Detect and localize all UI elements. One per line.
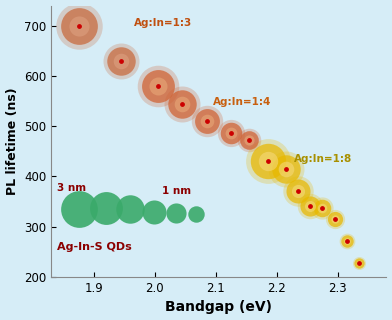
X-axis label: Bandgap (eV): Bandgap (eV) (165, 300, 272, 315)
Point (127, 207, 134, 212)
Text: Ag-In-S QDs: Ag-In-S QDs (57, 242, 132, 252)
Point (356, 260, 362, 266)
Point (103, 205, 109, 210)
Point (155, 84, 161, 89)
Point (332, 217, 338, 222)
Point (356, 260, 362, 266)
Point (319, 205, 326, 210)
Point (193, 211, 200, 216)
Text: 3 nm: 3 nm (57, 182, 87, 193)
Point (283, 166, 289, 172)
Point (332, 217, 338, 222)
Point (246, 138, 252, 143)
Point (295, 188, 301, 193)
Point (319, 205, 326, 210)
Point (265, 159, 271, 164)
Point (179, 101, 185, 106)
Point (307, 203, 313, 208)
Point (265, 159, 271, 164)
Point (179, 101, 185, 106)
Point (283, 166, 289, 172)
Point (246, 138, 252, 143)
Point (179, 101, 185, 106)
Point (76, 207, 82, 212)
Point (246, 138, 252, 143)
Text: 1 nm: 1 nm (162, 186, 191, 196)
Text: Ag:In=1:3: Ag:In=1:3 (134, 18, 192, 28)
Point (203, 119, 210, 124)
Point (319, 205, 326, 210)
Point (332, 217, 338, 222)
Text: Ag:In=1:8: Ag:In=1:8 (294, 154, 352, 164)
Point (151, 209, 157, 214)
Point (307, 203, 313, 208)
Point (307, 203, 313, 208)
Point (283, 166, 289, 172)
Point (118, 58, 124, 63)
Point (173, 210, 179, 215)
Point (265, 159, 271, 164)
Point (344, 238, 350, 244)
Point (295, 188, 301, 193)
Point (228, 130, 234, 135)
Point (228, 130, 234, 135)
Point (76, 23, 82, 28)
Point (179, 101, 185, 106)
Point (76, 23, 82, 28)
Point (203, 119, 210, 124)
Point (283, 166, 289, 172)
Point (228, 130, 234, 135)
Point (228, 130, 234, 135)
Point (246, 138, 252, 143)
Point (356, 260, 362, 266)
Point (203, 119, 210, 124)
Point (76, 23, 82, 28)
Point (307, 203, 313, 208)
Point (155, 84, 161, 89)
Point (295, 188, 301, 193)
Point (203, 119, 210, 124)
Text: Ag:In=1:4: Ag:In=1:4 (213, 97, 271, 107)
Point (265, 159, 271, 164)
Point (344, 238, 350, 244)
Point (118, 58, 124, 63)
Point (332, 217, 338, 222)
Point (356, 260, 362, 266)
Point (295, 188, 301, 193)
Y-axis label: PL lifetime (ns): PL lifetime (ns) (5, 87, 18, 195)
Point (344, 238, 350, 244)
Point (319, 205, 326, 210)
Point (118, 58, 124, 63)
Point (155, 84, 161, 89)
Point (76, 23, 82, 28)
Point (118, 58, 124, 63)
Point (155, 84, 161, 89)
Point (344, 238, 350, 244)
